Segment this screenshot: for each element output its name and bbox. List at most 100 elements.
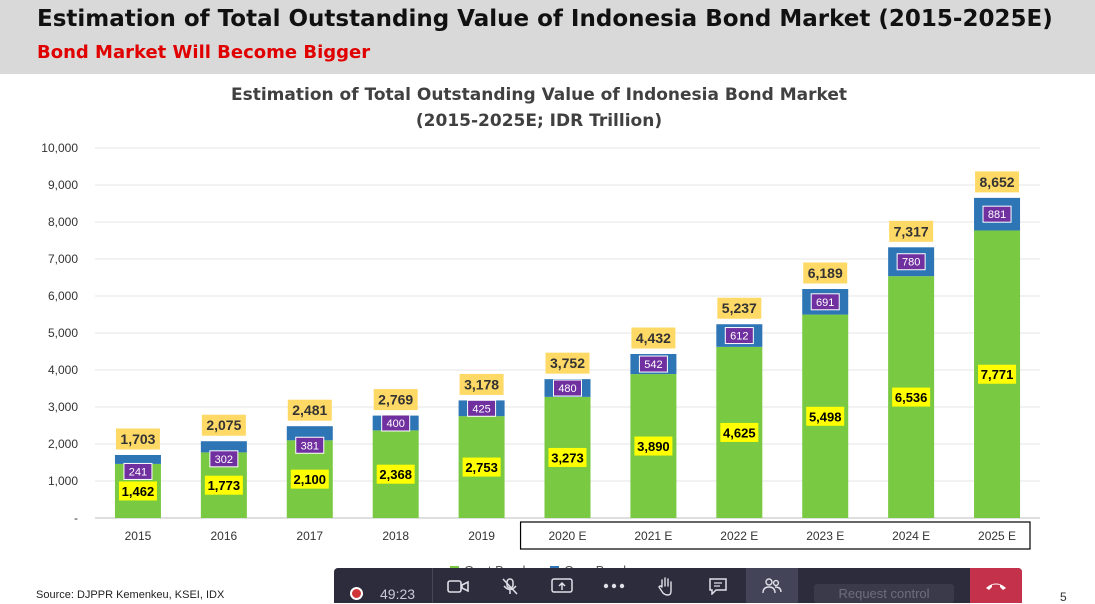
- y-tick-label: 3,000: [48, 400, 78, 414]
- x-tick-label: 2019: [468, 529, 495, 543]
- corp-bond-value-label-bg: [982, 205, 1012, 223]
- microphone-muted-icon: [502, 577, 518, 595]
- y-tick-label: 4,000: [48, 363, 78, 377]
- x-tick-label: 2025 E: [978, 529, 1016, 543]
- y-tick-label: 1,000: [48, 474, 78, 488]
- corp-bond-value-label-bg: [295, 436, 325, 454]
- govt-bond-value-label: 7,771: [981, 367, 1014, 382]
- govt-bond-value-label-bg: [118, 481, 157, 501]
- corp-bond-bar: [114, 454, 161, 464]
- total-value-label-bg: [373, 389, 418, 411]
- total-value-label-bg: [889, 220, 934, 242]
- y-tick-label: 10,000: [41, 141, 78, 155]
- govt-bond-value-label-bg: [290, 469, 329, 489]
- corp-bond-value-label: 691: [816, 297, 834, 309]
- microphone-button[interactable]: [486, 568, 534, 603]
- chart-title-line-2: (2015-2025E; IDR Trillion): [416, 111, 662, 131]
- corp-bond-value-label-bg: [724, 327, 754, 345]
- govt-bond-value-label: 2,753: [465, 460, 498, 475]
- y-tick-label: 8,000: [48, 215, 78, 229]
- corp-bond-value-label: 381: [301, 440, 319, 452]
- corp-bond-value-label: 302: [215, 454, 233, 466]
- corp-bond-value-label-bg: [467, 399, 497, 417]
- y-tick-label: 7,000: [48, 252, 78, 266]
- corp-bond-value-label: 480: [558, 383, 576, 395]
- participants-button[interactable]: [746, 568, 798, 603]
- corp-bond-value-label-bg: [209, 450, 239, 468]
- meeting-timer: 49:23: [380, 586, 416, 602]
- toolbar-divider: [432, 568, 433, 603]
- govt-bond-value-label-bg: [720, 422, 759, 442]
- total-value-label: 8,652: [980, 174, 1015, 190]
- slide-title: Estimation of Total Outstanding Value of…: [37, 6, 1053, 32]
- raise-hand-button[interactable]: [642, 568, 690, 603]
- corp-bond-value-label: 881: [988, 209, 1006, 221]
- corp-bond-value-label: 780: [902, 257, 920, 269]
- slide-subtitle: Bond Market Will Become Bigger: [37, 42, 371, 63]
- corp-bond-value-label-bg: [810, 293, 840, 311]
- govt-bond-value-label: 5,498: [809, 409, 842, 424]
- govt-bond-value-label-bg: [892, 387, 931, 407]
- total-value-label: 1,703: [120, 431, 155, 447]
- participants-icon: [762, 577, 782, 593]
- chat-icon: [709, 577, 727, 595]
- request-control-button[interactable]: Request control: [814, 584, 954, 603]
- govt-bond-value-label-bg: [376, 464, 415, 484]
- total-value-label-bg: [975, 171, 1020, 193]
- govt-bond-value-label-bg: [634, 436, 673, 456]
- x-tick-label: 2017: [296, 529, 323, 543]
- govt-bond-value-label: 2,368: [379, 467, 412, 482]
- slide-header: Estimation of Total Outstanding Value of…: [0, 0, 1095, 74]
- corp-bond-value-label: 542: [644, 359, 662, 371]
- estimate-period-box: [519, 521, 1031, 550]
- hang-up-icon: [986, 583, 1006, 590]
- more-options-button[interactable]: [590, 568, 638, 603]
- corp-bond-value-label: 400: [387, 418, 405, 430]
- total-value-label-bg: [201, 414, 246, 436]
- total-value-label-bg: [459, 373, 504, 395]
- total-value-label-bg: [717, 297, 762, 319]
- corp-bond-value-label: 241: [129, 466, 147, 478]
- govt-bond-value-label: 3,890: [637, 439, 670, 454]
- y-tick-label: 9,000: [48, 178, 78, 192]
- camera-icon: [447, 579, 469, 593]
- hang-up-button[interactable]: [970, 568, 1022, 603]
- total-value-label: 7,317: [894, 223, 929, 239]
- corp-bond-value-label-bg: [638, 355, 668, 373]
- y-tick-label: 2,000: [48, 437, 78, 451]
- page-number: 5: [1060, 590, 1067, 604]
- x-tick-label: 2021 E: [634, 529, 672, 543]
- govt-bond-value-label: 1,773: [208, 478, 241, 493]
- y-tick-label: -: [74, 511, 78, 525]
- total-value-label: 5,237: [722, 300, 757, 316]
- share-screen-button[interactable]: [538, 568, 586, 603]
- raise-hand-icon: [658, 576, 672, 596]
- chart-title-line-1: Estimation of Total Outstanding Value of…: [231, 85, 847, 105]
- corp-bond-bar: [200, 441, 247, 453]
- more-options-icon: [603, 583, 625, 588]
- corp-bond-value-label-bg: [123, 462, 153, 480]
- corp-bond-value-label-bg: [553, 379, 582, 397]
- x-tick-label: 2020 E: [548, 529, 586, 543]
- bond-market-chart: Estimation of Total Outstanding Value of…: [41, 85, 1040, 574]
- chat-button[interactable]: [694, 568, 742, 603]
- corp-bond-value-label: 425: [472, 403, 490, 415]
- x-tick-label: 2022 E: [720, 529, 758, 543]
- y-tick-label: 6,000: [48, 289, 78, 303]
- govt-bond-value-label-bg: [204, 475, 243, 495]
- govt-bond-value-label: 6,536: [895, 390, 928, 405]
- govt-bond-value-label: 4,625: [723, 425, 756, 440]
- total-value-label: 2,769: [378, 392, 413, 408]
- total-value-label: 2,481: [292, 402, 327, 418]
- meeting-toolbar: 49:23 Request control: [334, 568, 1022, 603]
- x-tick-label: 2016: [211, 529, 238, 543]
- govt-bond-value-label-bg: [978, 364, 1017, 384]
- x-tick-label: 2024 E: [892, 529, 930, 543]
- source-note: Source: DJPPR Kemenkeu, KSEI, IDX: [36, 589, 225, 601]
- total-value-label-bg: [803, 262, 848, 284]
- total-value-label: 3,752: [550, 355, 585, 371]
- total-value-label: 3,178: [464, 376, 499, 392]
- camera-button[interactable]: [434, 568, 482, 603]
- govt-bond-value-label: 3,273: [551, 450, 584, 465]
- total-value-label-bg: [631, 327, 676, 349]
